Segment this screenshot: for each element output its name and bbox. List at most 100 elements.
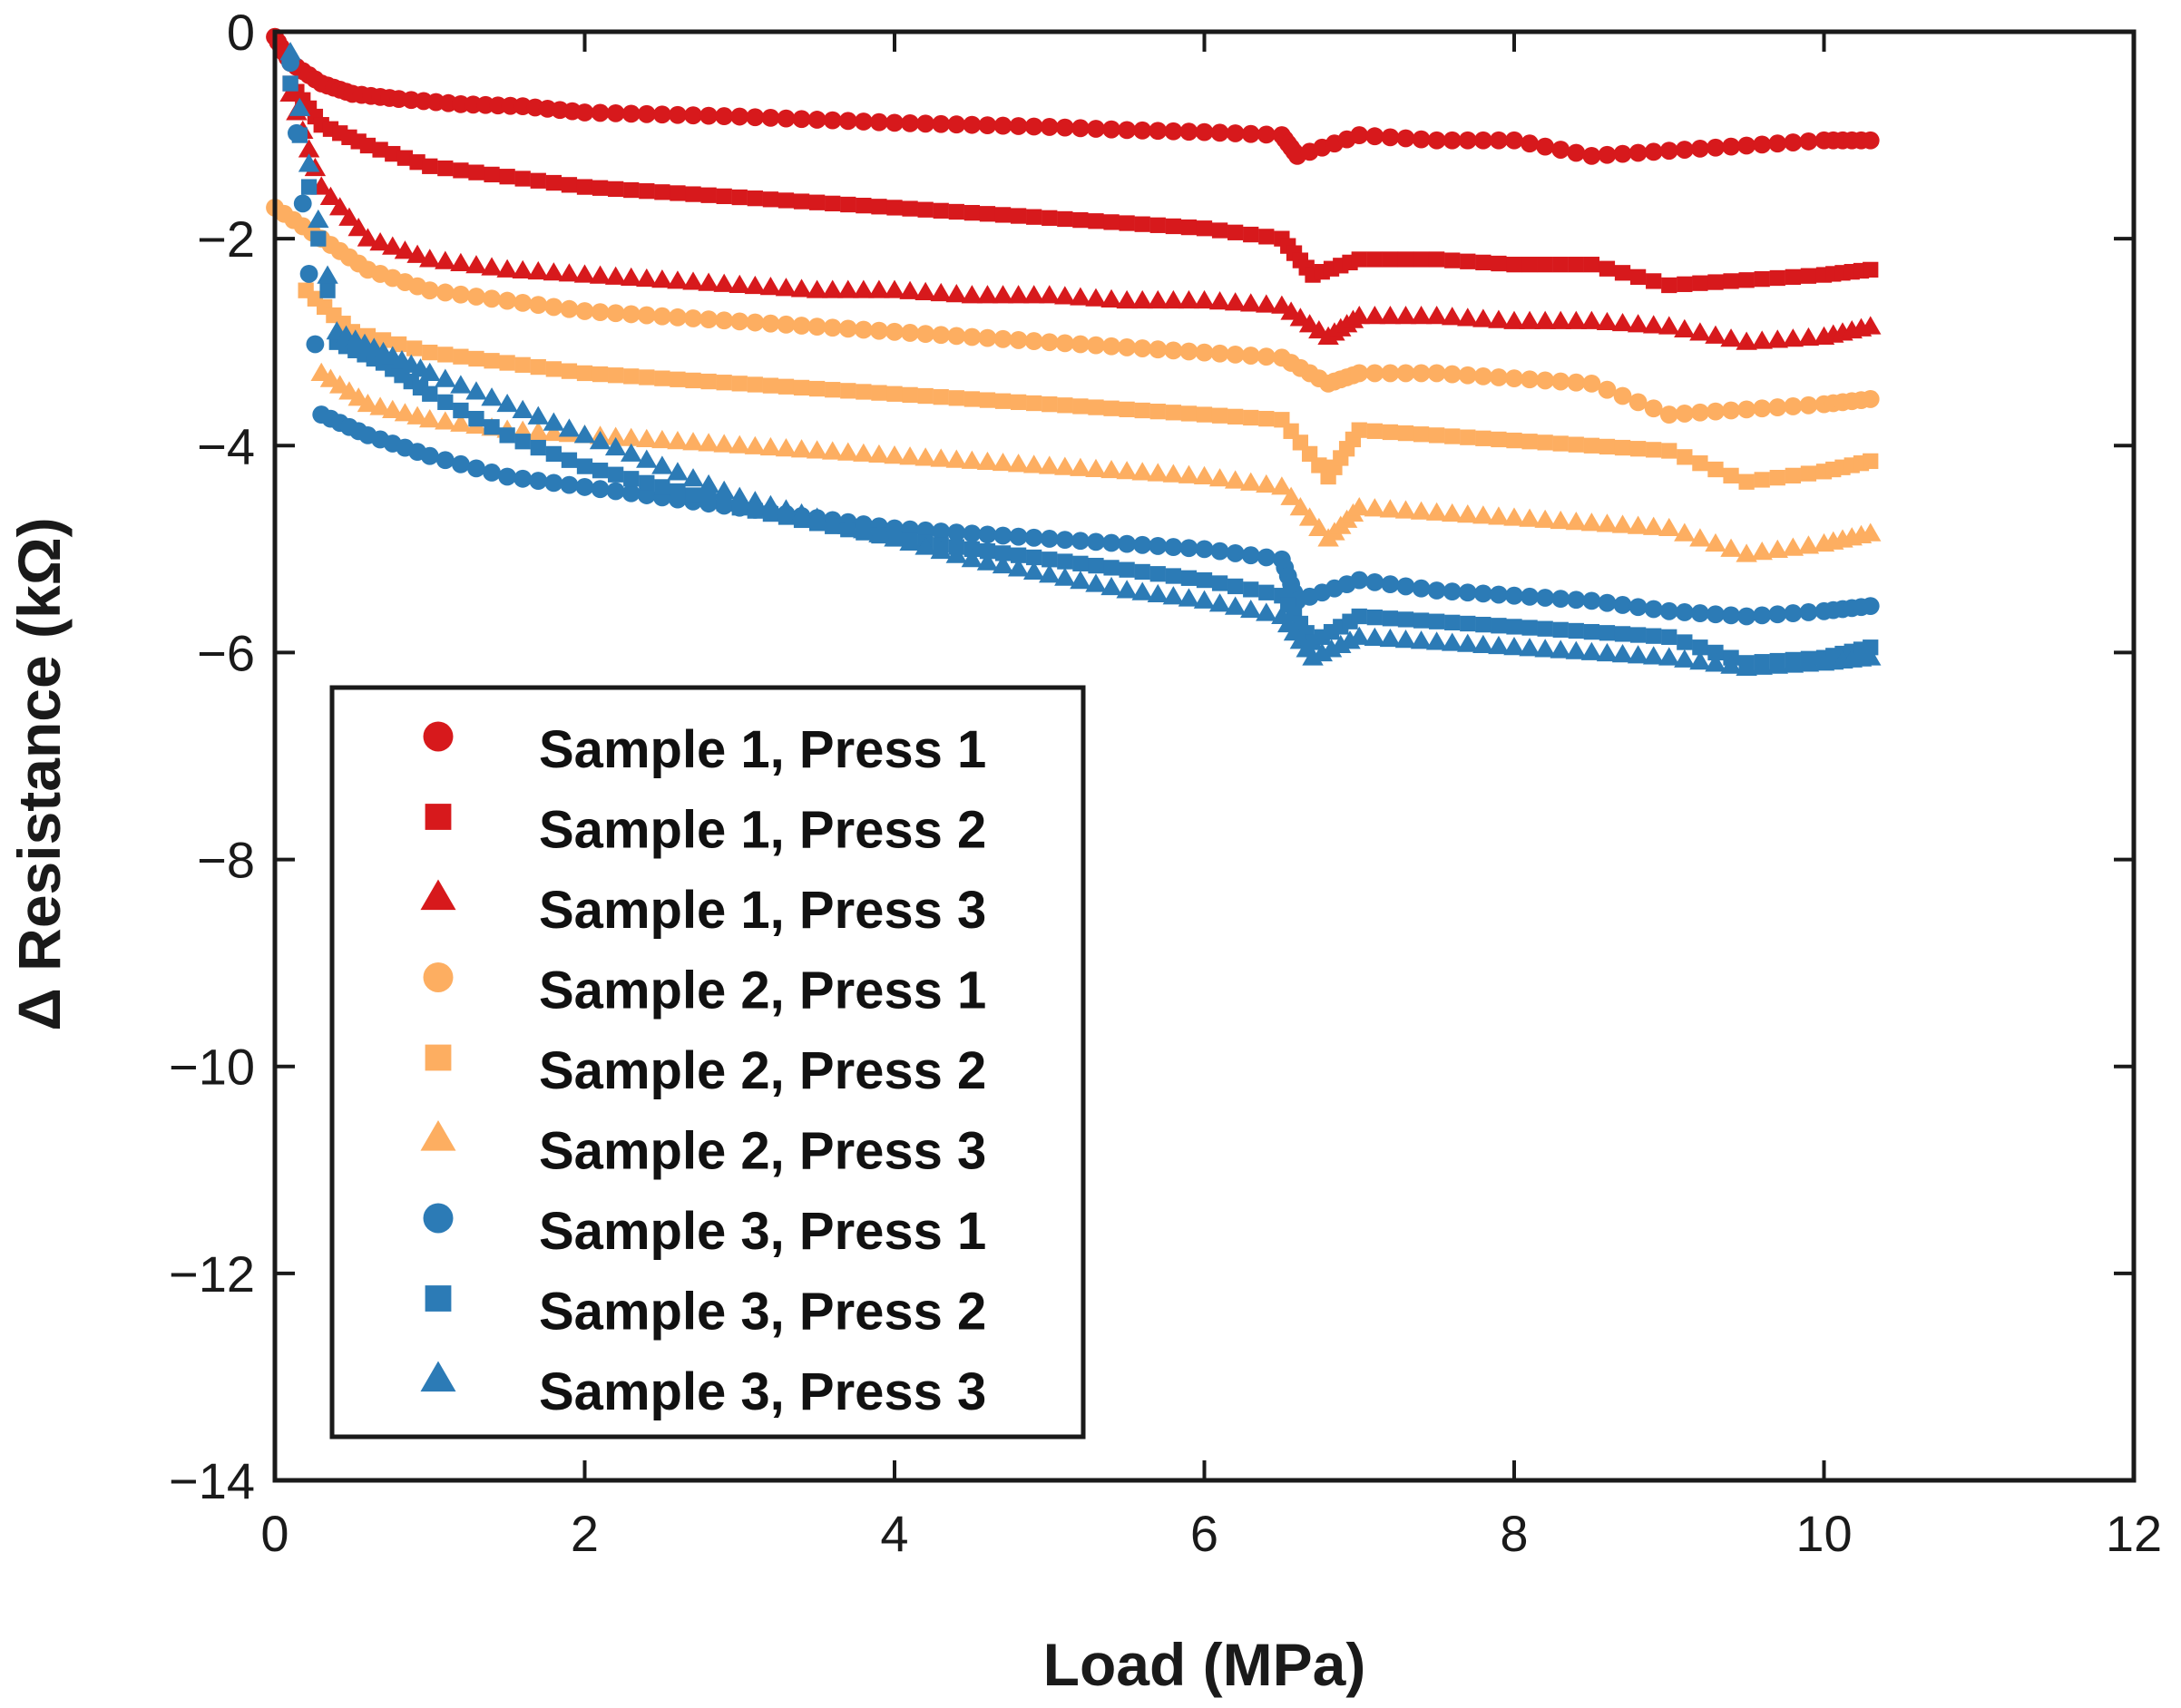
data-point [854, 112, 873, 131]
data-point [1460, 253, 1476, 269]
data-point [1365, 127, 1384, 146]
data-point [1413, 612, 1430, 629]
data-point [1441, 632, 1463, 651]
data-point [716, 375, 732, 391]
data-point [558, 418, 581, 437]
data-point [604, 266, 627, 285]
data-point [372, 142, 388, 158]
data-point [621, 267, 642, 286]
data-point [1178, 289, 1200, 309]
data-point [513, 469, 533, 488]
data-point [667, 431, 689, 450]
data-point [1675, 141, 1694, 159]
data-point [1042, 210, 1058, 226]
data-point [1024, 117, 1043, 136]
data-point [652, 105, 671, 124]
data-point [1010, 394, 1027, 411]
data-point [1863, 261, 1879, 278]
data-point [1026, 209, 1042, 225]
data-point [591, 480, 610, 499]
data-point [529, 472, 548, 490]
data-point [1519, 638, 1540, 657]
data-point [777, 109, 796, 128]
data-point [561, 177, 578, 193]
data-point [1691, 140, 1709, 158]
data-point [654, 479, 670, 495]
data-point [1351, 608, 1367, 625]
data-point [375, 332, 392, 348]
data-point [1565, 640, 1588, 659]
data-point [465, 381, 487, 400]
data-point [1705, 653, 1726, 672]
data-point [1583, 257, 1600, 273]
data-point [1521, 620, 1538, 636]
data-point [1210, 542, 1229, 561]
data-point [744, 435, 767, 454]
data-point [1505, 131, 1523, 150]
data-point [1227, 408, 1244, 425]
data-point [300, 179, 318, 195]
data-point [1503, 637, 1525, 656]
data-point [930, 282, 952, 302]
data-point [1475, 430, 1491, 446]
data-point [1659, 601, 1678, 620]
data-point [1351, 251, 1367, 268]
data-point [1646, 273, 1662, 289]
data-point [947, 115, 966, 134]
data-point [467, 288, 485, 306]
data-point [1428, 251, 1445, 268]
data-point [978, 525, 997, 544]
data-point [1753, 399, 1772, 418]
data-point [1521, 434, 1538, 450]
data-point [901, 324, 919, 342]
data-point [1491, 431, 1507, 448]
data-point [637, 486, 656, 504]
data-point [1208, 593, 1231, 612]
data-point [1490, 585, 1508, 604]
data-point [993, 526, 1012, 545]
data-point [591, 103, 610, 122]
data-point [512, 399, 533, 419]
y-tick-label: −8 [197, 832, 255, 889]
data-point [1397, 611, 1414, 628]
data-point [1550, 639, 1571, 659]
data-point [1350, 364, 1369, 383]
legend-entry-label: Sample 3, Press 2 [539, 1283, 986, 1342]
data-point [1024, 528, 1043, 547]
data-point [729, 274, 750, 293]
data-point [636, 449, 658, 468]
data-point [713, 434, 735, 453]
data-point [856, 198, 872, 214]
data-point [1692, 275, 1708, 291]
data-point [1381, 575, 1400, 594]
data-point [761, 314, 780, 333]
data-point [1659, 142, 1678, 161]
data-point [1118, 338, 1137, 356]
data-point [837, 279, 859, 298]
data-point [1085, 458, 1107, 478]
data-point [652, 307, 671, 326]
data-point [761, 109, 780, 127]
data-point [670, 483, 686, 500]
x-tick-label: 8 [1500, 1505, 1528, 1562]
data-point [993, 116, 1012, 135]
data-point [1799, 395, 1818, 415]
data-point [1550, 510, 1571, 530]
data-point [382, 236, 404, 255]
data-point [308, 209, 329, 229]
data-point [621, 483, 641, 503]
data-point [1072, 555, 1089, 571]
data-point [1195, 540, 1214, 559]
data-point [1458, 583, 1477, 602]
data-point [1751, 542, 1773, 561]
axis-ticks: 0 2 4 6 8 10 12 0 −2 −4 −6 −8 −10 −12 −14 [169, 4, 2162, 1562]
data-point [606, 482, 625, 501]
data-point [1784, 133, 1803, 151]
data-point [435, 283, 455, 302]
data-point [948, 203, 964, 220]
data-point [1085, 573, 1107, 592]
data-point [715, 311, 734, 330]
data-point [1009, 117, 1028, 135]
legend-marker [423, 721, 454, 752]
data-point [1613, 596, 1632, 614]
